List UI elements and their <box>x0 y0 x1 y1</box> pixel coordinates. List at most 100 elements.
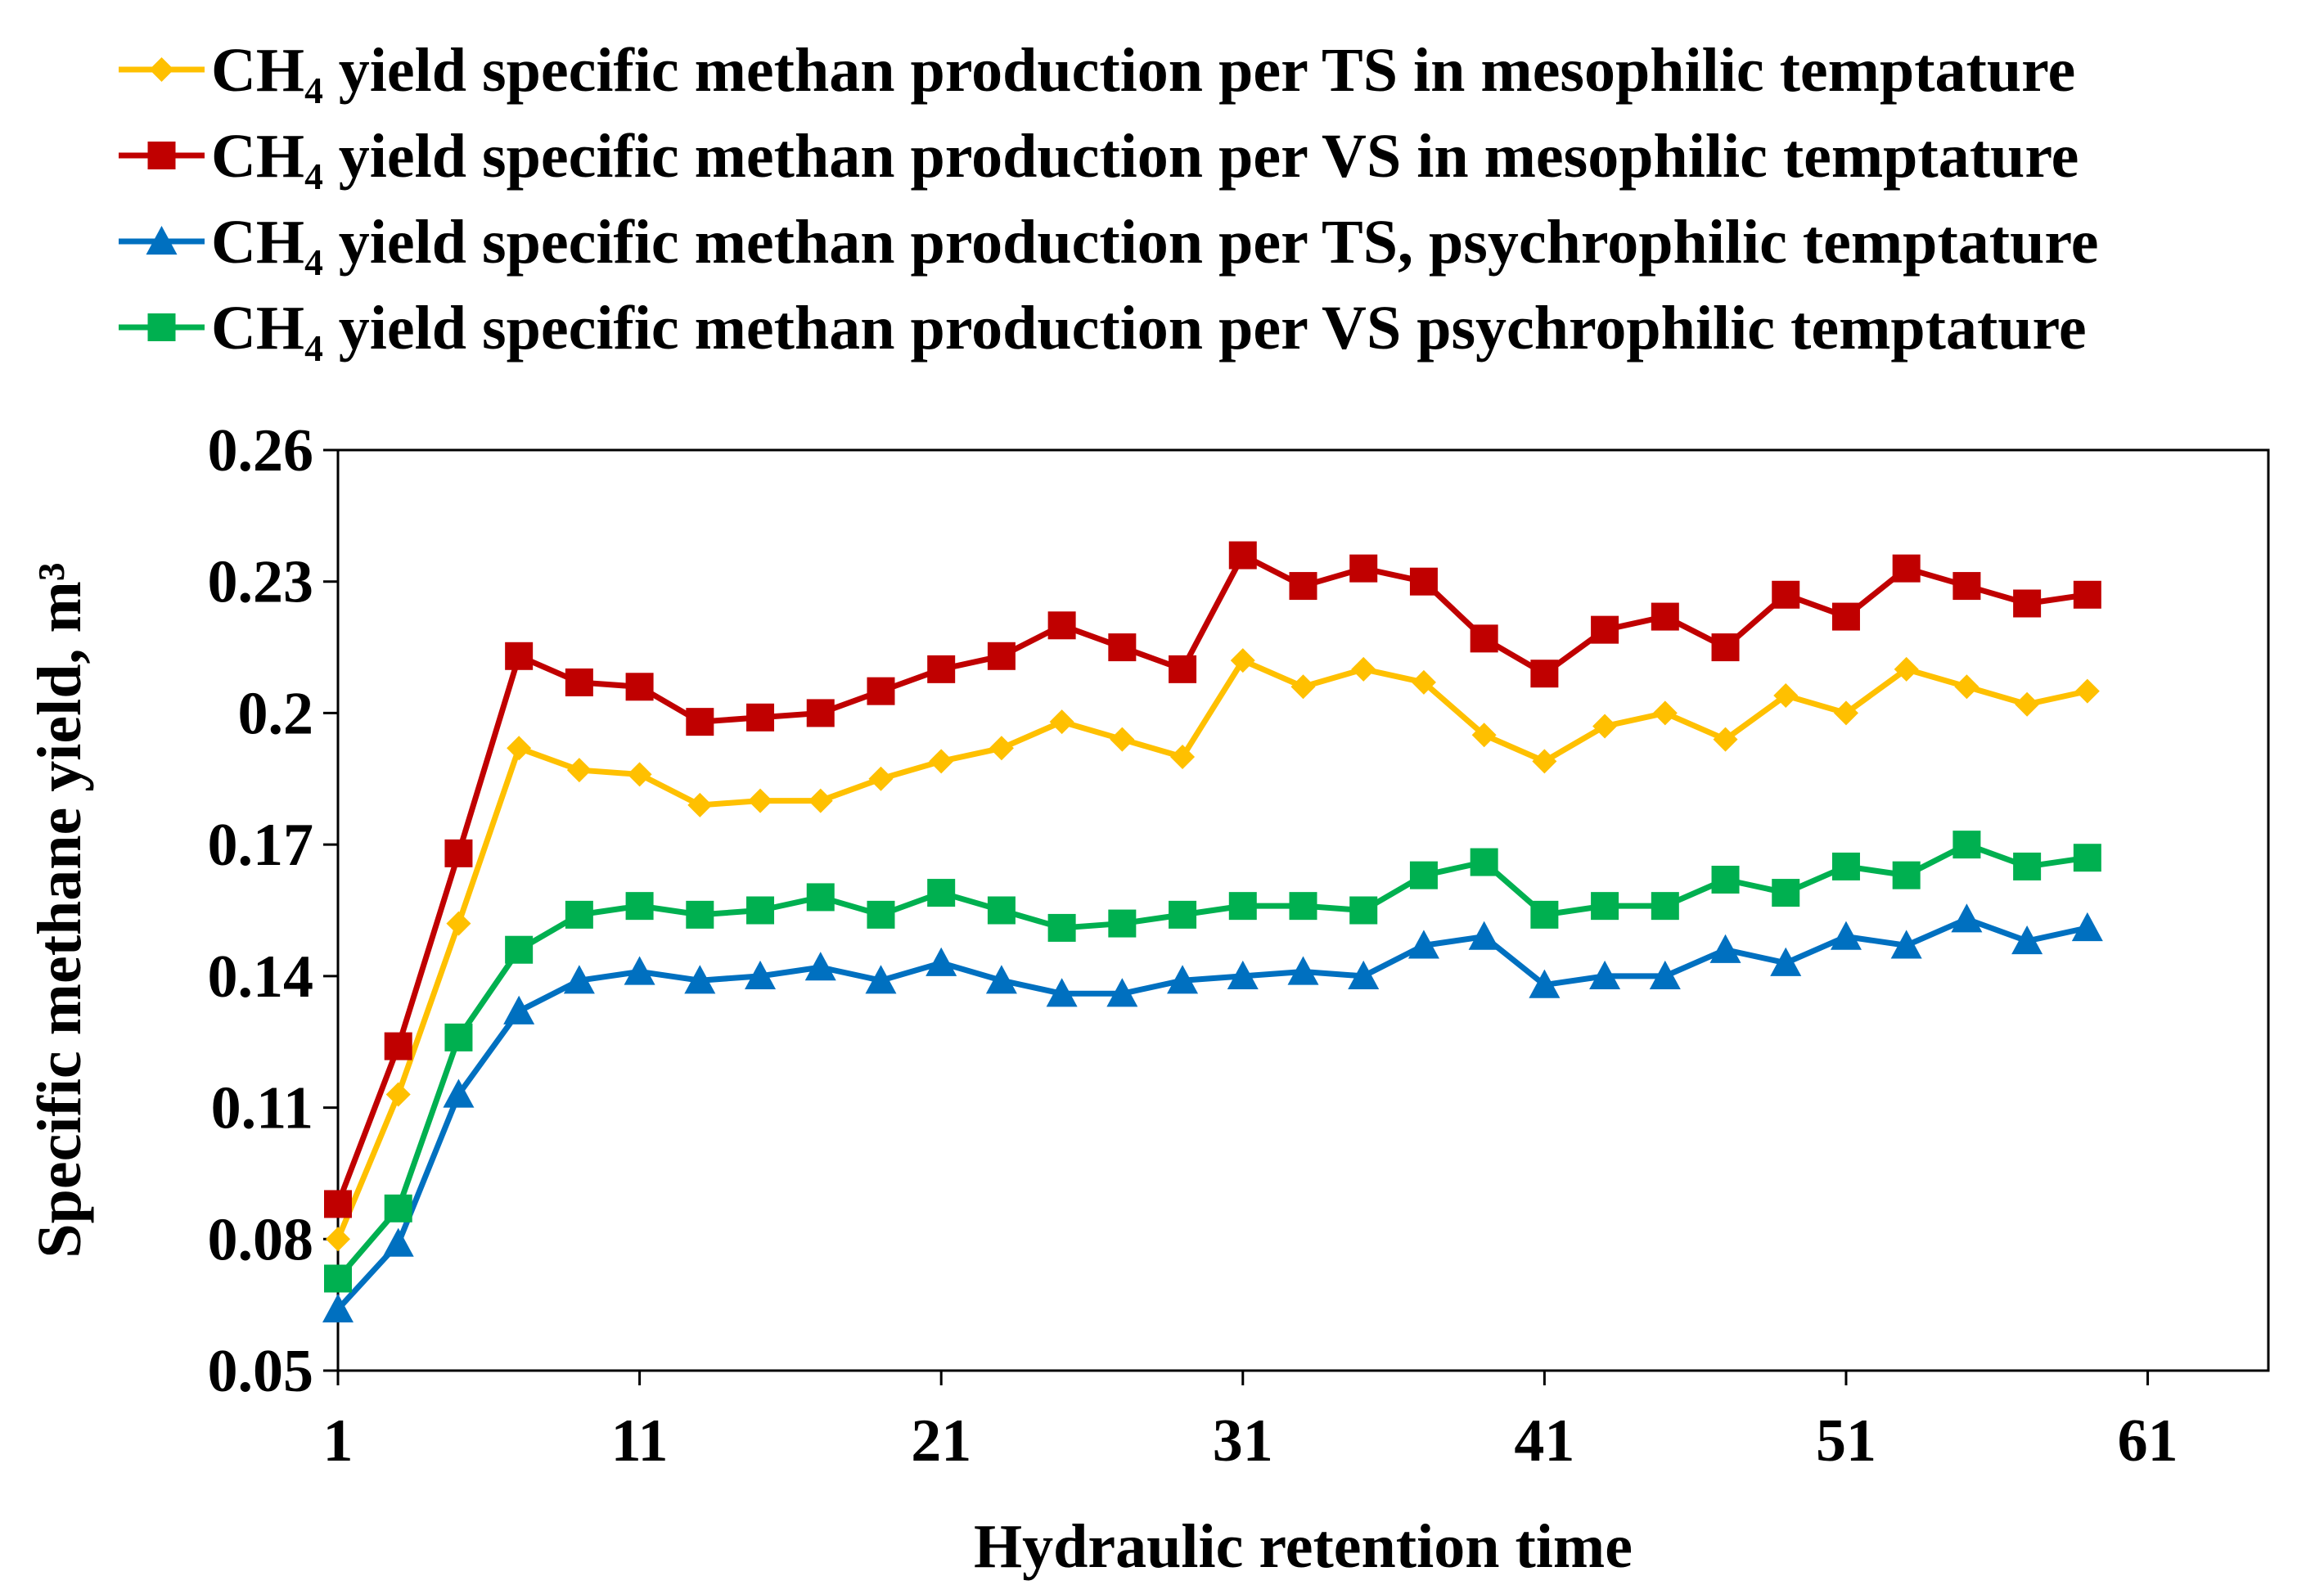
data-point <box>686 900 714 929</box>
data-point <box>2073 580 2101 609</box>
data-point <box>565 668 593 696</box>
x-tick-label: 31 <box>1213 1407 1273 1475</box>
data-point <box>326 1227 350 1252</box>
legend-label: CH₄ yield specific methan production per… <box>211 36 2075 105</box>
data-point <box>1713 727 1738 752</box>
data-point <box>1169 655 1197 683</box>
data-point <box>1351 656 1376 682</box>
series-line <box>336 916 2088 1312</box>
data-point <box>1831 602 1860 631</box>
data-point <box>1952 572 1981 601</box>
series-4 <box>324 831 2101 1293</box>
data-point <box>1349 896 1378 925</box>
data-point <box>684 965 716 994</box>
data-point <box>1833 700 1858 726</box>
data-point <box>1529 969 1561 998</box>
data-point <box>446 911 471 936</box>
data-point <box>1830 921 1862 950</box>
x-tick-label: 41 <box>1514 1407 1574 1475</box>
data-point <box>1227 960 1259 990</box>
data-point <box>987 642 1016 670</box>
data-point <box>1649 960 1681 990</box>
data-point <box>1169 900 1197 929</box>
data-point <box>1831 852 1860 880</box>
data-point <box>2013 852 2042 880</box>
data-point <box>507 736 532 761</box>
series-2 <box>324 541 2101 1218</box>
data-point <box>1589 960 1621 990</box>
data-point <box>1591 892 1619 921</box>
data-point <box>1468 921 1500 950</box>
data-point <box>1592 714 1618 739</box>
data-point <box>745 960 777 990</box>
x-tick-label: 61 <box>2118 1407 2178 1475</box>
data-point <box>808 788 833 813</box>
data-point <box>503 995 535 1024</box>
data-point <box>1409 861 1438 889</box>
data-point <box>746 896 775 925</box>
data-point <box>1951 903 1983 933</box>
data-point <box>989 736 1014 761</box>
chart-legend: CH₄ yield specific methan production per… <box>119 36 2098 362</box>
data-point <box>1108 633 1137 662</box>
data-point <box>384 1194 412 1223</box>
data-point <box>1532 749 1557 774</box>
data-point <box>627 762 652 787</box>
data-point <box>985 965 1017 994</box>
data-point <box>1348 960 1380 990</box>
data-point <box>1530 660 1559 688</box>
y-tick-label: 0.05 <box>208 1338 314 1405</box>
data-point <box>806 883 835 912</box>
series-line <box>336 841 2088 1281</box>
legend-item: CH₄ yield specific methan production per… <box>119 36 2075 105</box>
data-point <box>1407 930 1439 959</box>
legend-item: CH₄ yield specific methan production per… <box>119 208 2098 277</box>
data-point <box>806 699 835 727</box>
data-point <box>1709 934 1741 963</box>
legend-label: CH₄ yield specific methan production per… <box>211 294 2087 362</box>
y-tick-label: 0.26 <box>208 417 314 484</box>
series-3 <box>322 903 2103 1323</box>
data-point <box>1289 572 1317 601</box>
data-point <box>1047 611 1076 640</box>
data-point <box>1651 892 1679 921</box>
x-tick-label: 21 <box>911 1407 971 1475</box>
data-point <box>1952 831 1981 859</box>
legend-marker <box>146 226 178 255</box>
legend-marker <box>147 142 176 169</box>
data-point <box>987 896 1016 925</box>
y-tick-label: 0.2 <box>238 680 314 747</box>
data-point <box>1894 656 1919 682</box>
data-point <box>624 956 655 985</box>
legend-label: CH₄ yield specific methan production per… <box>211 208 2098 277</box>
data-point <box>324 1264 352 1293</box>
data-point <box>926 947 957 976</box>
data-point <box>687 792 713 817</box>
y-tick-label: 0.14 <box>208 943 314 1011</box>
y-tick-label: 0.08 <box>208 1206 314 1273</box>
data-point <box>867 900 895 929</box>
data-point <box>1471 723 1497 748</box>
data-point <box>748 788 773 813</box>
data-point <box>1047 913 1076 942</box>
legend-marker <box>147 313 176 341</box>
data-point <box>505 642 534 670</box>
data-point <box>1770 947 1802 976</box>
legend-item: CH₄ yield specific methan production per… <box>119 294 2087 362</box>
data-point <box>1954 674 1979 700</box>
data-point <box>2071 912 2103 942</box>
data-point <box>384 1032 412 1060</box>
data-point <box>1892 861 1921 889</box>
data-point <box>1106 978 1138 1007</box>
data-point <box>1591 615 1619 644</box>
data-point <box>505 935 534 964</box>
data-point <box>1228 892 1257 921</box>
data-point <box>1049 709 1074 735</box>
data-point <box>1230 648 1255 673</box>
data-point <box>1652 700 1678 726</box>
data-point <box>385 1082 411 1107</box>
data-point <box>1890 930 1922 959</box>
data-point <box>566 758 592 783</box>
data-point <box>625 673 654 701</box>
